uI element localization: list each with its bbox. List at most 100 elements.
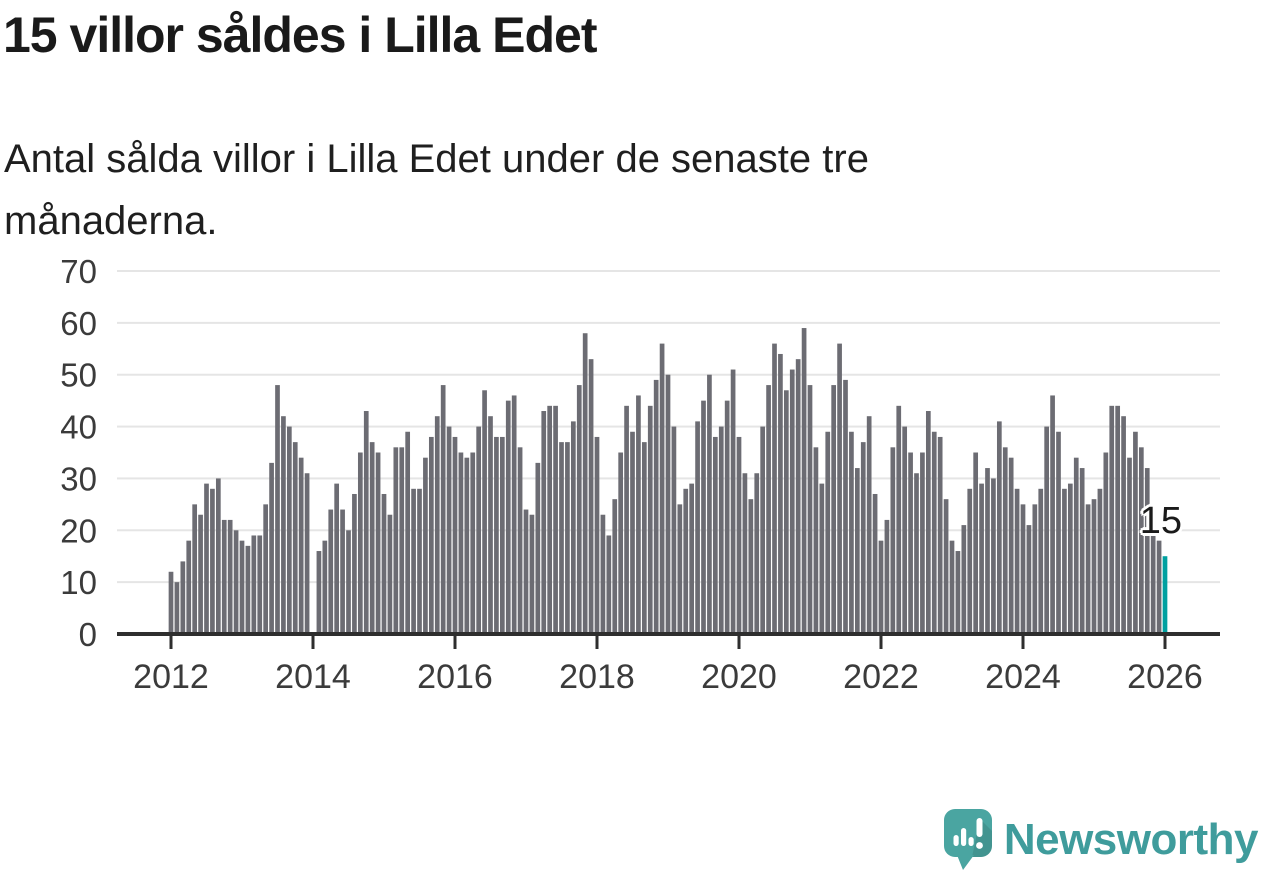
x-tick-2016 bbox=[453, 636, 457, 649]
bar bbox=[890, 447, 896, 634]
bar bbox=[239, 540, 245, 634]
bar bbox=[612, 499, 618, 634]
bar bbox=[440, 385, 446, 634]
bar bbox=[600, 514, 606, 634]
bar bbox=[541, 411, 547, 634]
bar bbox=[588, 359, 594, 634]
y-axis-label-40: 40 bbox=[60, 409, 97, 446]
y-axis-label-70: 70 bbox=[60, 253, 97, 290]
bar bbox=[499, 436, 505, 634]
page-title: 15 villor såldes i Lilla Edet bbox=[3, 7, 597, 63]
x-axis-label-2022: 2022 bbox=[843, 658, 919, 696]
bar bbox=[801, 328, 807, 634]
bar bbox=[683, 488, 689, 634]
bar bbox=[1097, 488, 1103, 634]
bar bbox=[718, 426, 724, 634]
bar bbox=[949, 540, 955, 634]
x-tick-2024 bbox=[1021, 636, 1025, 649]
bar bbox=[1127, 457, 1132, 634]
bar bbox=[724, 400, 730, 634]
bar bbox=[778, 353, 783, 634]
bar bbox=[174, 582, 180, 634]
bar bbox=[653, 379, 659, 634]
x-axis-label-2018: 2018 bbox=[559, 658, 635, 696]
y-axis-label-50: 50 bbox=[60, 357, 97, 394]
bar bbox=[381, 493, 387, 634]
x-tick-2026 bbox=[1163, 636, 1167, 649]
bar bbox=[937, 436, 943, 634]
bar bbox=[523, 509, 529, 634]
x-axis-label-2012: 2012 bbox=[133, 658, 209, 696]
x-axis-label-2016: 2016 bbox=[417, 658, 493, 696]
bar bbox=[837, 343, 842, 634]
bar bbox=[754, 473, 760, 634]
bar bbox=[807, 385, 813, 634]
y-axis-label-10: 10 bbox=[60, 564, 97, 601]
bar bbox=[1156, 540, 1162, 634]
bar bbox=[712, 436, 718, 634]
bar bbox=[973, 452, 979, 634]
bar bbox=[878, 540, 884, 634]
bar bbox=[494, 436, 499, 634]
bar bbox=[393, 447, 399, 634]
bar bbox=[866, 416, 872, 634]
bar bbox=[417, 488, 422, 634]
bar bbox=[423, 457, 428, 634]
bar bbox=[1014, 488, 1020, 634]
bar bbox=[979, 483, 984, 634]
bar bbox=[328, 509, 334, 634]
bar bbox=[1062, 488, 1067, 634]
bar bbox=[488, 416, 493, 634]
x-tick-2018 bbox=[595, 636, 599, 649]
bar bbox=[1038, 488, 1044, 634]
bar bbox=[920, 452, 925, 634]
bar bbox=[565, 442, 570, 634]
x-axis-label-2014: 2014 bbox=[275, 658, 351, 696]
bar bbox=[961, 525, 967, 634]
bar bbox=[849, 431, 854, 634]
bar bbox=[411, 488, 416, 634]
bar bbox=[316, 551, 322, 634]
bar bbox=[192, 504, 198, 634]
bar-chart: 0 10 20 30 40 50 60 70 2012 2014 2016 2018 2020 2022 2… bbox=[0, 250, 1262, 710]
bar bbox=[630, 431, 635, 634]
bar bbox=[1067, 483, 1073, 634]
bar bbox=[1008, 457, 1014, 634]
y-axis-label-60: 60 bbox=[60, 305, 97, 342]
bar bbox=[322, 540, 328, 634]
bar bbox=[896, 405, 902, 634]
bar bbox=[233, 530, 239, 634]
highlighted-bar bbox=[1162, 556, 1168, 634]
bar bbox=[1079, 468, 1085, 634]
bar bbox=[215, 478, 221, 634]
bar bbox=[760, 426, 766, 634]
bar bbox=[570, 421, 576, 634]
bar bbox=[730, 369, 736, 634]
bar bbox=[375, 452, 381, 634]
bar bbox=[967, 488, 973, 634]
bar bbox=[594, 436, 600, 634]
x-tick-2012 bbox=[169, 636, 173, 649]
bar bbox=[772, 343, 777, 634]
bar bbox=[186, 540, 192, 634]
bar bbox=[641, 442, 647, 634]
bar bbox=[943, 499, 949, 634]
bar bbox=[505, 400, 511, 634]
bar bbox=[884, 519, 890, 634]
x-axis-label-2020: 2020 bbox=[701, 658, 777, 696]
bar-chart-canvas: 0 10 20 30 40 50 60 70 2012 2014 2016 2018 2020 2022 2… bbox=[60, 253, 1220, 696]
bar bbox=[1121, 416, 1126, 634]
bar bbox=[198, 514, 203, 634]
bar bbox=[783, 390, 789, 634]
bar bbox=[470, 452, 476, 634]
bar bbox=[1026, 525, 1032, 634]
bar bbox=[1032, 504, 1038, 634]
bar bbox=[559, 442, 564, 634]
subtitle-line-1: Antal sålda villor i Lilla Edet under de… bbox=[4, 137, 869, 181]
bar bbox=[795, 359, 801, 634]
bar bbox=[1050, 395, 1055, 634]
bar bbox=[1133, 431, 1138, 634]
x-tick-2022 bbox=[879, 636, 883, 649]
bar bbox=[618, 452, 624, 634]
bar bbox=[902, 426, 908, 634]
